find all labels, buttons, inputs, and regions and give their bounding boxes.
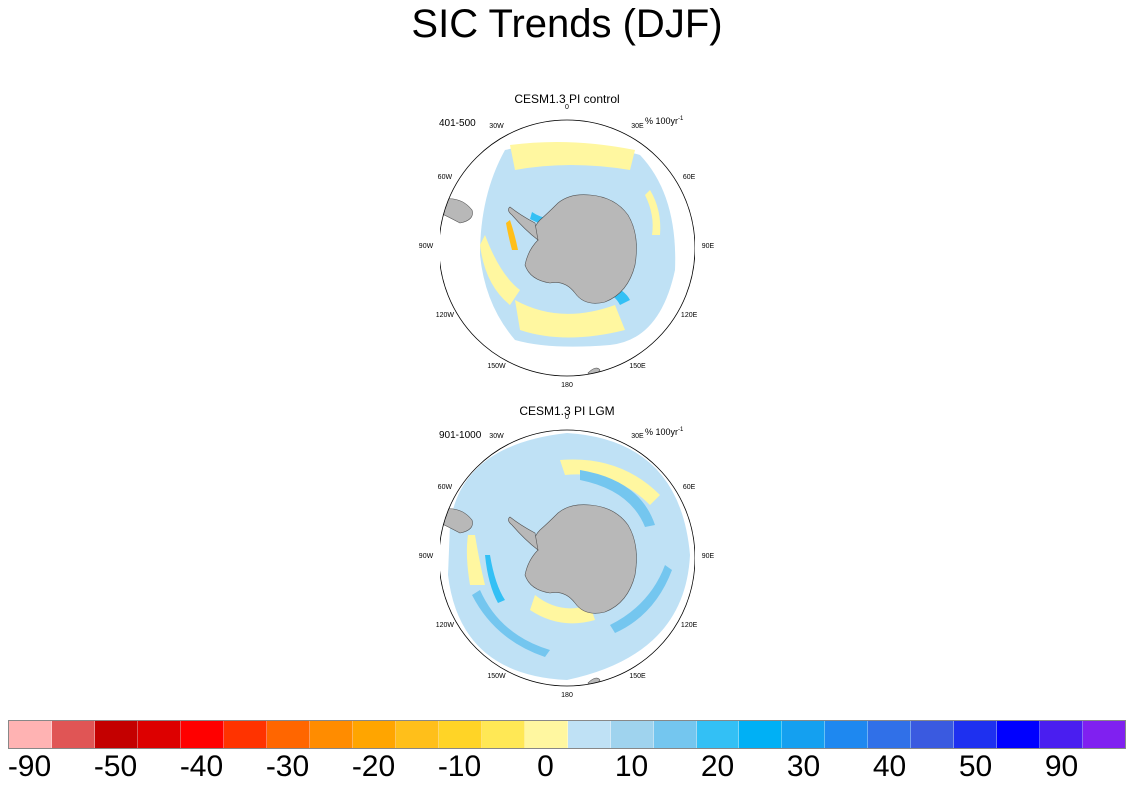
colorbar-tick-label: -30 [265, 750, 310, 783]
longitude-label: 150E [629, 363, 646, 371]
longitude-label: 0 [565, 104, 569, 112]
longitude-label: 30W [489, 432, 504, 440]
longitude-label: 150W [487, 673, 506, 681]
longitude-label: 30E [631, 122, 644, 130]
colorbar-tick-label: 90 [1044, 750, 1079, 783]
panel-unit: % 100yr-1 [645, 427, 684, 437]
sic-field-blue [472, 590, 550, 657]
colorbar-tick-label: 0 [537, 750, 554, 783]
panel-unit: % 100yr-1 [645, 116, 684, 126]
longitude-label: 60E [682, 173, 696, 181]
colorbar-tick-label: -10 [437, 750, 482, 783]
colorbar-swatch [1040, 721, 1084, 748]
colorbar-swatch [997, 721, 1041, 748]
new-zealand-land [587, 677, 601, 686]
longitude-label: 150W [487, 363, 506, 371]
longitude-label: 60E [682, 483, 696, 491]
sic-field-orange [506, 220, 518, 250]
longitude-label: 90W [418, 243, 434, 250]
longitude-label: 30E [631, 432, 644, 440]
colorbar-swatch [739, 721, 783, 748]
longitude-label: 60W [437, 483, 453, 491]
new-zealand-land [587, 367, 601, 376]
colorbar-swatch [1083, 721, 1126, 748]
polar-map-pi-control [440, 119, 695, 377]
antarctic-peninsula [508, 206, 539, 241]
sic-field-yellow [645, 190, 661, 235]
colorbar-tick-label: 40 [872, 750, 907, 783]
colorbar-swatch [352, 721, 396, 748]
sic-field-yellow [515, 300, 625, 338]
south-america-land [440, 198, 473, 224]
south-america-land [440, 508, 473, 534]
colorbar-swatch [266, 721, 310, 748]
colorbar-swatch [481, 721, 525, 748]
colorbar-swatch [180, 721, 224, 748]
sic-field-blue [580, 470, 655, 527]
antarctic-peninsula [508, 516, 539, 551]
longitude-label: 120E [680, 312, 698, 320]
panel-period: 401-500 [439, 118, 476, 129]
figure-title: SIC Trends (DJF) [411, 2, 723, 46]
colorbar-swatch [653, 721, 697, 748]
colorbar-swatch [309, 721, 353, 748]
polar-map-pi-lgm [440, 429, 695, 687]
sic-field-yellow [510, 141, 635, 170]
colorbar-swatch [94, 721, 138, 748]
longitude-label: 120W [435, 622, 455, 630]
longitude-label: 90E [701, 553, 715, 560]
colorbar-swatch [395, 721, 439, 748]
colorbar-swatch [610, 721, 654, 748]
colorbar-tick-label: -20 [351, 750, 396, 783]
sic-field-blue [610, 565, 672, 633]
colorbar-swatch [438, 721, 482, 748]
colorbar-tick-label: 20 [700, 750, 735, 783]
sic-field-yellow [530, 595, 595, 624]
longitude-label: 120W [435, 312, 455, 320]
longitude-label: 0 [565, 414, 569, 422]
sic-field-yellow [480, 235, 520, 305]
colorbar [8, 720, 1126, 749]
longitude-label: 180 [561, 381, 573, 389]
colorbar-swatch [567, 721, 611, 748]
colorbar-tick-label: 30 [786, 750, 821, 783]
longitude-label: 90E [701, 243, 715, 250]
colorbar-swatch [223, 721, 267, 748]
longitude-label: 90W [418, 553, 434, 560]
sic-field-blue [485, 555, 505, 603]
longitude-label: 180 [561, 691, 573, 699]
colorbar-tick-label: -40 [179, 750, 224, 783]
colorbar-swatch [51, 721, 95, 748]
colorbar-tick-label: 10 [614, 750, 649, 783]
longitude-label: 30W [489, 122, 504, 130]
colorbar-labels: -90 -50 -40 -30 -20 -10 0 10 20 30 40 50 90 [0, 750, 1134, 790]
longitude-label: 150E [629, 673, 646, 681]
colorbar-swatch [782, 721, 826, 748]
colorbar-tick-label: -50 [93, 750, 138, 783]
colorbar-swatch [954, 721, 998, 748]
panel-title: CESM1.3 PI control [514, 92, 620, 106]
panel-title: CESM1.3 PI LGM [519, 404, 615, 418]
sic-field-yellow [466, 535, 485, 585]
colorbar-swatch [524, 721, 568, 748]
panel-period: 901-1000 [439, 430, 482, 441]
colorbar-swatch [911, 721, 955, 748]
colorbar-swatch [9, 721, 52, 748]
colorbar-tick-label: 50 [958, 750, 993, 783]
longitude-label: 120E [680, 622, 698, 630]
colorbar-tick-label: -90 [7, 750, 52, 783]
sic-field-yellow [560, 459, 660, 505]
colorbar-swatch [825, 721, 869, 748]
colorbar-swatch [696, 721, 740, 748]
colorbar-swatch [868, 721, 912, 748]
longitude-label: 60W [437, 173, 453, 181]
colorbar-swatch [137, 721, 181, 748]
